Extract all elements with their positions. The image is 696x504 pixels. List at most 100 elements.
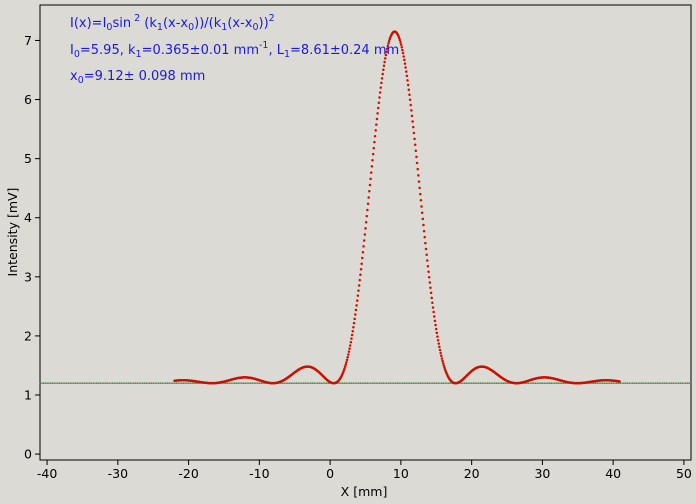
data-point <box>415 155 418 159</box>
data-point <box>426 259 429 262</box>
background-point <box>354 382 356 384</box>
data-point <box>355 299 359 302</box>
background-point <box>150 382 153 384</box>
background-point <box>290 382 293 384</box>
background-point <box>462 382 464 384</box>
data-point <box>419 199 423 202</box>
data-point <box>408 98 412 102</box>
background-point <box>71 382 73 384</box>
background-point <box>536 382 538 384</box>
background-point <box>425 382 427 384</box>
background-point <box>651 382 653 384</box>
data-point <box>438 345 441 349</box>
data-point <box>424 247 428 251</box>
background-point <box>492 382 494 384</box>
data-point <box>347 353 350 356</box>
data-point <box>364 221 368 224</box>
background-point <box>48 382 50 384</box>
data-point <box>407 88 411 92</box>
background-point <box>635 382 637 384</box>
background-point <box>380 382 383 384</box>
background-point <box>407 382 409 384</box>
background-point <box>69 382 71 384</box>
background-point <box>241 382 243 384</box>
background-point <box>394 382 397 384</box>
data-point <box>402 55 405 58</box>
background-point <box>653 382 655 384</box>
data-point <box>416 167 419 171</box>
background-point <box>476 382 478 384</box>
background-point <box>198 382 201 384</box>
background-point <box>133 382 135 384</box>
background-point <box>419 382 422 384</box>
data-point <box>378 91 382 94</box>
background-point <box>488 382 491 384</box>
background-point <box>545 382 547 384</box>
background-point <box>119 382 121 384</box>
background-point <box>154 382 156 384</box>
data-point <box>365 214 369 218</box>
data-point <box>412 131 416 135</box>
data-point <box>422 223 425 227</box>
background-point <box>78 382 80 384</box>
background-point <box>145 382 147 384</box>
data-point <box>350 337 353 340</box>
background-point <box>251 382 254 384</box>
background-point <box>405 382 407 384</box>
background-point <box>301 382 303 384</box>
background-point <box>593 382 595 384</box>
data-point <box>352 325 355 329</box>
background-point <box>640 382 643 384</box>
data-point <box>354 308 358 312</box>
data-point <box>399 43 403 46</box>
background-point <box>140 382 142 384</box>
background-point <box>129 382 132 384</box>
background-point <box>469 382 471 384</box>
background-point <box>647 382 650 384</box>
data-point <box>412 125 415 129</box>
data-point <box>398 36 401 40</box>
data-point <box>414 149 418 153</box>
background-point <box>85 382 87 384</box>
data-point <box>398 38 402 42</box>
data-point <box>434 323 437 327</box>
background-point <box>501 382 503 384</box>
background-point <box>614 382 616 384</box>
background-point <box>658 382 660 384</box>
data-point <box>357 289 360 292</box>
background-point <box>391 382 393 384</box>
background-point <box>106 382 109 384</box>
data-point <box>399 40 402 44</box>
background-point <box>90 382 93 384</box>
background-point <box>637 382 639 384</box>
background-point <box>42 382 45 384</box>
background-point <box>617 382 620 384</box>
background-point <box>660 382 662 384</box>
background-point <box>433 382 436 384</box>
data-point <box>401 51 405 55</box>
plot-frame <box>39 4 692 461</box>
background-point <box>248 382 250 384</box>
y-tick-label: 3 <box>24 269 32 284</box>
background-point <box>449 382 452 384</box>
data-point <box>381 72 384 76</box>
background-point <box>255 382 257 384</box>
data-point <box>367 196 370 199</box>
background-point <box>55 382 57 384</box>
background-point <box>683 382 685 384</box>
background-point <box>343 382 346 384</box>
background-point <box>94 382 96 384</box>
background-point <box>142 382 144 384</box>
background-point <box>448 382 450 384</box>
data-point <box>437 342 440 345</box>
background-point <box>345 382 347 384</box>
data-point <box>366 202 370 206</box>
data-point <box>374 129 377 132</box>
measurement-series <box>173 30 621 385</box>
background-point <box>486 382 489 384</box>
data-point <box>345 358 349 362</box>
data-point <box>359 268 363 271</box>
data-point <box>420 211 424 214</box>
background-point <box>678 382 680 384</box>
background-point <box>423 382 425 384</box>
